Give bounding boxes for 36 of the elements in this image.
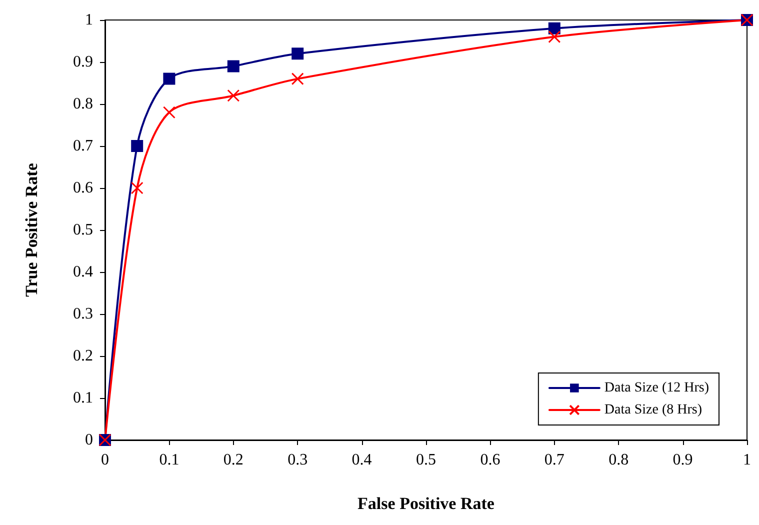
x-tick-label: 0.1 [159, 452, 180, 468]
point [548, 30, 561, 44]
y-tick-label: 0.6 [73, 180, 93, 196]
point [227, 60, 240, 72]
x-tick-label: 0.4 [352, 452, 372, 468]
point [131, 140, 144, 152]
y-tick-label: 0 [85, 432, 93, 448]
y-tick-label: 0.1 [73, 390, 93, 406]
y-tick-label: 0.9 [73, 54, 93, 70]
x-tick-label: 0.7 [544, 452, 564, 468]
legend-label: Data Size (8 Hrs) [604, 402, 702, 418]
point [162, 106, 176, 119]
point [227, 89, 240, 102]
legend-label: Data Size (12 Hrs) [604, 380, 710, 396]
y-axis-title: True Positive Rate [22, 162, 41, 297]
y-tick-label: 0.7 [73, 138, 93, 154]
y-tick-label: 0.4 [73, 264, 93, 280]
x-tick-label: 1 [743, 452, 751, 468]
point [163, 72, 176, 85]
point [292, 48, 304, 60]
y-tick-label: 1 [85, 12, 93, 28]
x-tick-label: 0.2 [223, 452, 244, 468]
x-tick-label: 0.3 [288, 452, 308, 468]
x-tick-label: 0.5 [416, 452, 436, 468]
x-tick-label: 0 [101, 452, 109, 468]
point [130, 182, 144, 194]
x-tick-label: 0.9 [672, 452, 693, 468]
x-tick-label: 0.8 [608, 452, 629, 468]
point [291, 72, 304, 86]
x-axis-title: False Positive Rate [358, 494, 495, 513]
point [548, 22, 560, 34]
y-tick-label: 0.8 [73, 96, 93, 112]
y-tick-label: 0.3 [73, 306, 93, 322]
y-tick-label: 0.2 [73, 348, 93, 364]
x-tick-label: 0.6 [480, 452, 500, 468]
y-tick-label: 0.5 [73, 222, 93, 238]
